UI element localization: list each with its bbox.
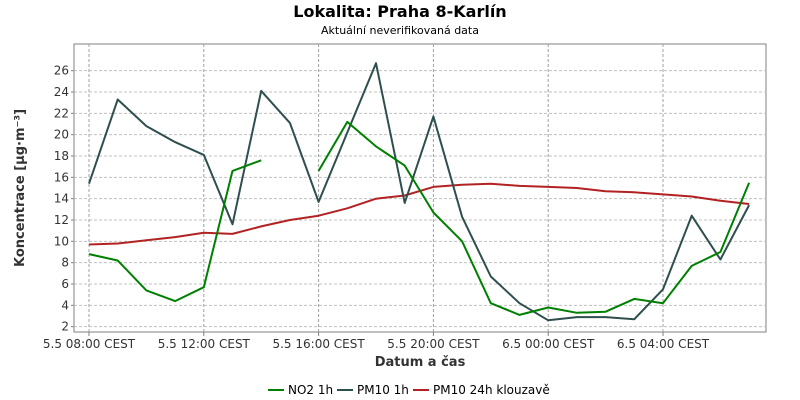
y-tick-label: 4 [61,298,69,312]
y-tick-label: 16 [54,170,69,184]
series-line-pm10-1h [88,62,750,322]
y-tick-label: 18 [54,149,69,163]
y-tick-label: 14 [54,192,69,206]
legend-label: NO2 1h [288,383,333,397]
y-tick-label: 24 [54,85,69,99]
chart-subtitle: Aktuální neverifikovaná data [321,24,479,37]
x-tick-label: 5.5 12:00 CEST [158,337,251,351]
y-tick-label: 26 [54,64,69,78]
legend-label: PM10 1h [357,383,409,397]
legend-label: PM10 24h klouzavě [433,383,550,397]
y-axis-title: Koncentrace [µg·m⁻³] [13,109,28,267]
y-tick-label: 2 [61,320,69,334]
y-tick-label: 22 [54,106,69,120]
y-tick-label: 6 [61,277,69,291]
x-tick-label: 6.5 00:00 CEST [502,337,595,351]
y-tick-label: 20 [54,128,69,142]
x-axis-title: Datum a čas [375,355,466,370]
chart-title: Lokalita: Praha 8-Karlín [293,2,507,21]
y-tick-label: 12 [54,213,69,227]
series-line-no2-1h [88,120,751,316]
y-tick-label: 10 [54,234,69,248]
series-line-pm10-24h-klouzav- [88,182,750,246]
x-tick-label: 6.5 04:00 CEST [617,337,710,351]
x-tick-label: 5.5 16:00 CEST [272,337,365,351]
y-tick-label: 8 [61,256,69,270]
x-tick-label: 5.5 08:00 CEST [43,337,136,351]
x-tick-label: 5.5 20:00 CEST [387,337,480,351]
